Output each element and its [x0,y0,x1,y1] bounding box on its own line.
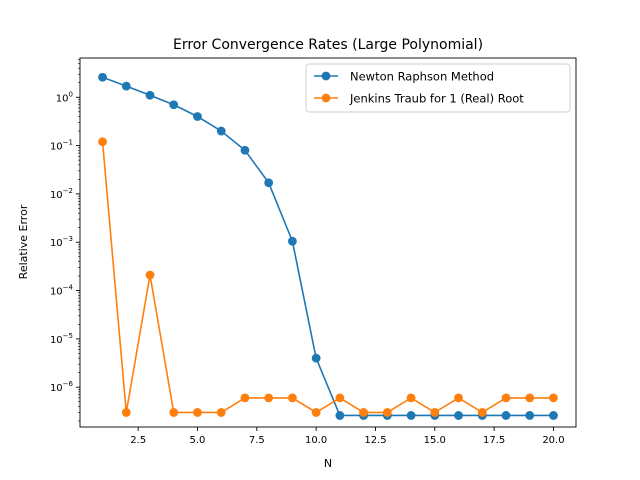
y-tick-label: 100 [56,90,73,104]
data-point [382,408,392,417]
data-point [98,72,107,82]
data-point [121,408,131,417]
y-tick-label: 10−1 [50,139,73,153]
series-1 [98,137,558,417]
x-tick-label: 15.0 [424,435,446,446]
data-point [193,408,202,417]
data-point [193,112,202,121]
data-point [477,408,487,417]
data-point [145,270,155,280]
data-point [288,236,297,246]
legend-label: Jenkins Traub for 1 (Real) Root [349,92,524,106]
data-point [216,126,226,136]
data-point [454,393,463,403]
legend-marker [321,71,331,81]
data-point [406,411,416,420]
y-tick-label: 10−4 [50,284,74,298]
data-point [240,393,250,403]
data-point [501,393,511,403]
data-point [525,393,535,403]
y-axis-title: Relative Error [17,204,30,279]
data-point [145,90,155,100]
y-tick-label: 10−5 [50,332,73,346]
x-tick-label: 5.0 [190,435,206,446]
x-tick-label: 17.5 [483,435,505,446]
data-point [454,411,463,420]
legend-label: Newton Raphson Method [350,70,494,84]
x-tick-label: 7.5 [249,435,265,446]
y-tick-label: 10−3 [50,235,73,249]
data-point [264,393,274,403]
legend: Newton Raphson Method Jenkins Traub for 1… [305,63,571,113]
plot-area [98,72,558,420]
legend-box [305,63,571,113]
data-point [359,408,368,417]
data-point [406,393,416,403]
data-point [121,81,131,91]
axes: 2.5 5.0 7.5 10.0 12.5 15.0 17.5 20.0 10−6 10−5 10−… [50,57,577,446]
chart-title: Error Convergence Rates (Large Polynomia… [173,37,483,53]
legend-entry-1: Jenkins Traub for 1 (Real) Root [314,92,524,106]
data-point [98,137,107,147]
data-point [335,393,345,403]
data-point [335,411,345,420]
legend-marker [321,93,331,103]
y-tick-label: 10−6 [50,380,74,394]
data-point [549,393,558,403]
data-point [311,353,321,363]
data-point [430,408,440,417]
x-tick-label: 2.5 [130,435,146,446]
x-tick-label: 10.0 [305,435,327,446]
data-point [311,408,321,417]
data-point [216,408,226,417]
data-point [525,411,535,420]
x-tick-label: 12.5 [364,435,386,446]
data-point [169,100,179,110]
data-point [501,411,511,420]
data-point [549,411,558,420]
data-point [169,408,179,417]
data-point [264,178,274,188]
y-tick-label: 10−2 [50,187,73,201]
legend-entry-0: Newton Raphson Method [314,70,494,84]
x-tick-label: 20.0 [542,435,564,446]
data-point [240,145,250,155]
x-axis-title: N [324,457,332,470]
data-point [288,393,297,403]
